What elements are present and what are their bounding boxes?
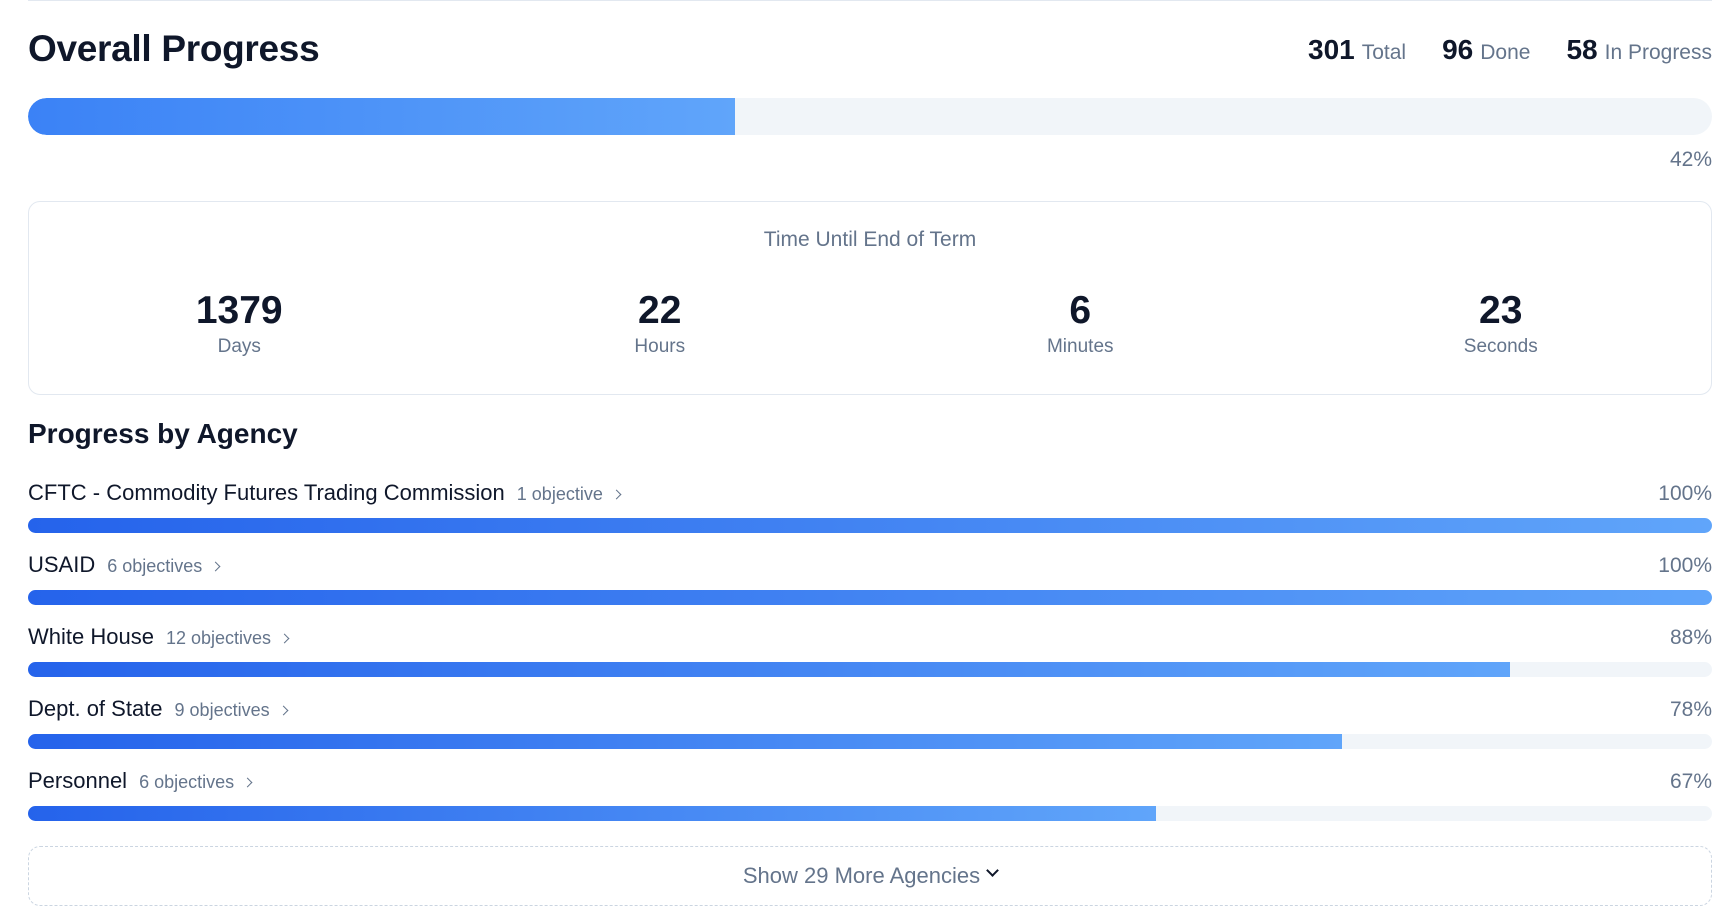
agency-head: CFTC - Commodity Futures Trading Commiss…: [28, 480, 622, 506]
agency-row-usaid: USAID 6 objectives 100%: [28, 548, 1712, 620]
countdown-title: Time Until End of Term: [763, 228, 977, 251]
chevron-right-icon: [279, 633, 290, 644]
agency-progress-bar: [28, 662, 1712, 677]
show-more-label: Show 29 More Agencies: [742, 863, 981, 888]
agency-objectives-link[interactable]: 9 objectives: [174, 700, 289, 721]
countdown-hours-value: 22: [638, 289, 682, 332]
stat-done-value: 96: [1442, 34, 1474, 65]
agency-row-white-house: White House 12 objectives 88%: [28, 620, 1712, 692]
countdown-seconds-value: 23: [1479, 289, 1523, 332]
agency-name: CFTC - Commodity Futures Trading Commiss…: [28, 480, 505, 505]
stat-in-progress: 58 In Progress: [1566, 34, 1712, 66]
overall-stats: 301 Total 96 Done 58 In Progress: [1308, 34, 1712, 66]
overall-progress-fill: [28, 98, 736, 135]
page-title: Overall Progress: [28, 28, 320, 69]
agency-objectives-count: 6 objectives: [139, 772, 235, 792]
overall-header: Overall Progress 301 Total 96 Done 58 In…: [28, 28, 1712, 72]
agency-row-cftc: CFTC - Commodity Futures Trading Commiss…: [28, 476, 1712, 548]
agency-progress-fill: [28, 590, 1712, 605]
stat-total: 301 Total: [1308, 34, 1406, 66]
agency-name: Personnel: [28, 768, 128, 793]
agency-progress-fill: [28, 518, 1712, 533]
agency-percent: 100%: [1658, 482, 1712, 505]
agency-head: White House 12 objectives: [28, 624, 290, 650]
stat-done: 96 Done: [1442, 34, 1530, 66]
agency-name: White House: [28, 624, 154, 649]
countdown-days: 1379 Days: [29, 288, 450, 358]
agency-progress-fill: [28, 662, 1510, 677]
agency-progress-bar: [28, 518, 1712, 533]
top-divider: [28, 0, 1712, 1]
agency-row-dept-of-state: Dept. of State 9 objectives 78%: [28, 692, 1712, 764]
countdown-minutes: 6 Minutes: [870, 288, 1291, 358]
agency-objectives-count: 1 objective: [516, 484, 603, 504]
countdown-days-value: 1379: [195, 289, 283, 332]
chevron-right-icon: [242, 777, 253, 788]
chevron-right-icon: [278, 705, 289, 716]
agency-head: Personnel 6 objectives: [28, 768, 253, 794]
agency-objectives-count: 12 objectives: [165, 628, 272, 648]
agency-progress-fill: [28, 806, 1157, 821]
agency-objectives-link[interactable]: 6 objectives: [107, 556, 221, 577]
chevron-right-icon: [611, 489, 622, 500]
countdown-minutes-label: Minutes: [1046, 336, 1114, 357]
term-countdown-card: Time Until End of Term 1379 Days 22 Hour…: [28, 201, 1712, 395]
agency-row-personnel: Personnel 6 objectives 67%: [28, 764, 1712, 836]
agency-objectives-link[interactable]: 1 objective: [516, 484, 622, 505]
agency-progress-bar: [28, 806, 1712, 821]
chevron-down-icon: [986, 864, 999, 877]
agency-objectives-link[interactable]: 6 objectives: [139, 772, 253, 793]
agency-objectives-link[interactable]: 12 objectives: [165, 628, 290, 649]
stat-total-value: 301: [1308, 34, 1355, 65]
stat-in-progress-label: In Progress: [1604, 41, 1712, 64]
agency-name: USAID: [28, 552, 96, 577]
agency-section-title: Progress by Agency: [28, 418, 298, 449]
agency-percent: 67%: [1669, 770, 1712, 793]
stat-done-label: Done: [1480, 41, 1531, 64]
agency-percent: 78%: [1669, 698, 1712, 721]
countdown-units: 1379 Days 22 Hours 6 Minutes 23 Seconds: [29, 288, 1711, 358]
agency-objectives-count: 9 objectives: [174, 700, 270, 720]
stat-total-label: Total: [1361, 41, 1407, 64]
agency-list: CFTC - Commodity Futures Trading Commiss…: [28, 476, 1712, 836]
countdown-seconds: 23 Seconds: [1291, 288, 1712, 358]
agency-name: Dept. of State: [28, 696, 163, 721]
countdown-seconds-label: Seconds: [1463, 336, 1538, 357]
agency-percent: 88%: [1669, 626, 1712, 649]
agency-percent: 100%: [1658, 554, 1712, 577]
overall-progress-bar: [28, 98, 1712, 135]
countdown-hours-label: Hours: [634, 336, 686, 357]
agency-progress-fill: [28, 734, 1342, 749]
agency-objectives-count: 6 objectives: [107, 556, 203, 576]
countdown-days-label: Days: [217, 336, 261, 357]
agency-head: USAID 6 objectives: [28, 552, 221, 578]
agency-head: Dept. of State 9 objectives: [28, 696, 289, 722]
agency-progress-bar: [28, 734, 1712, 749]
show-more-agencies-button[interactable]: Show 29 More Agencies: [28, 846, 1712, 906]
agency-progress-bar: [28, 590, 1712, 605]
countdown-hours: 22 Hours: [450, 288, 871, 358]
countdown-minutes-value: 6: [1069, 289, 1092, 332]
chevron-right-icon: [210, 561, 221, 572]
overall-progress-percent: 42%: [1669, 148, 1712, 171]
stat-in-progress-value: 58: [1566, 34, 1598, 65]
